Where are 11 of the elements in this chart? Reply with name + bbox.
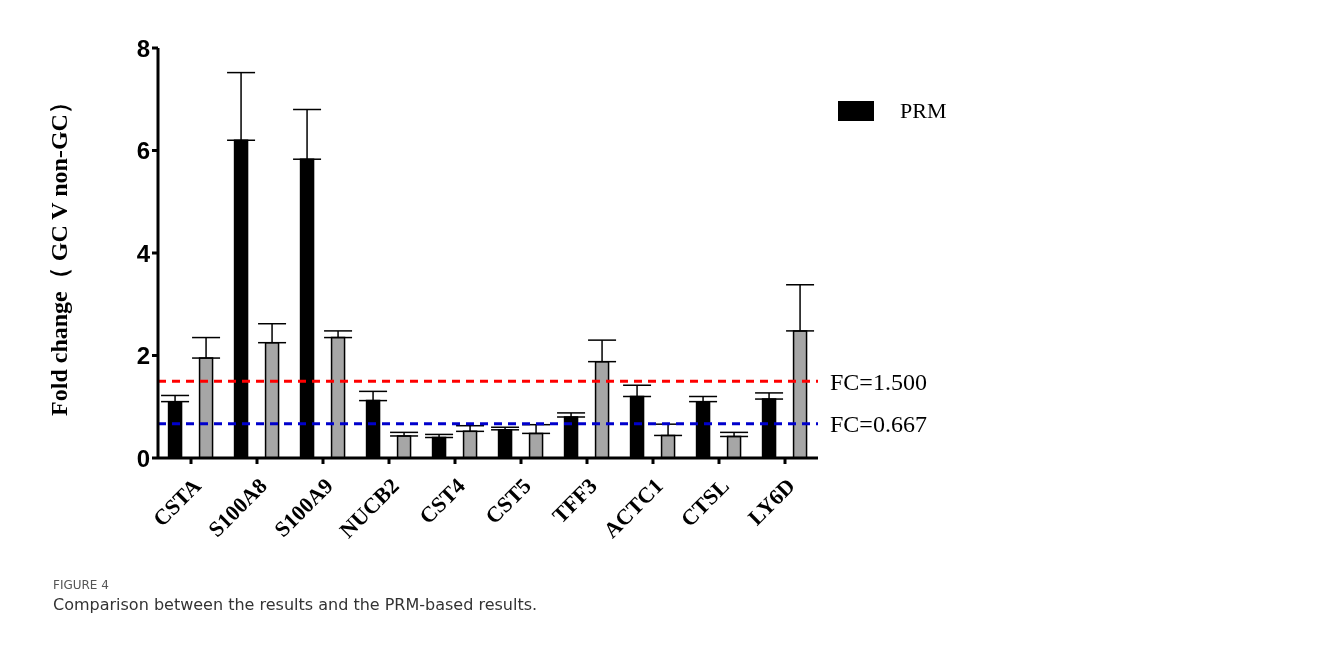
y-tick-label: 0 [136, 444, 150, 472]
ref-line-label: FC=1.500 [830, 368, 927, 395]
ref-line-label: FC=0.667 [830, 411, 927, 438]
text: Comparison between the results and the PRM-based results. [53, 595, 539, 614]
y-tick-label: 6 [136, 137, 150, 165]
y-tick-label: 8 [136, 34, 150, 62]
y-tick-label: 4 [136, 239, 151, 267]
legend-label: PRM [900, 98, 947, 124]
y-tick-label: 2 [136, 342, 150, 370]
y-axis-title: Fold change（ GC V non-GC） [45, 90, 72, 416]
caption: FIGURE 4 [53, 578, 110, 592]
